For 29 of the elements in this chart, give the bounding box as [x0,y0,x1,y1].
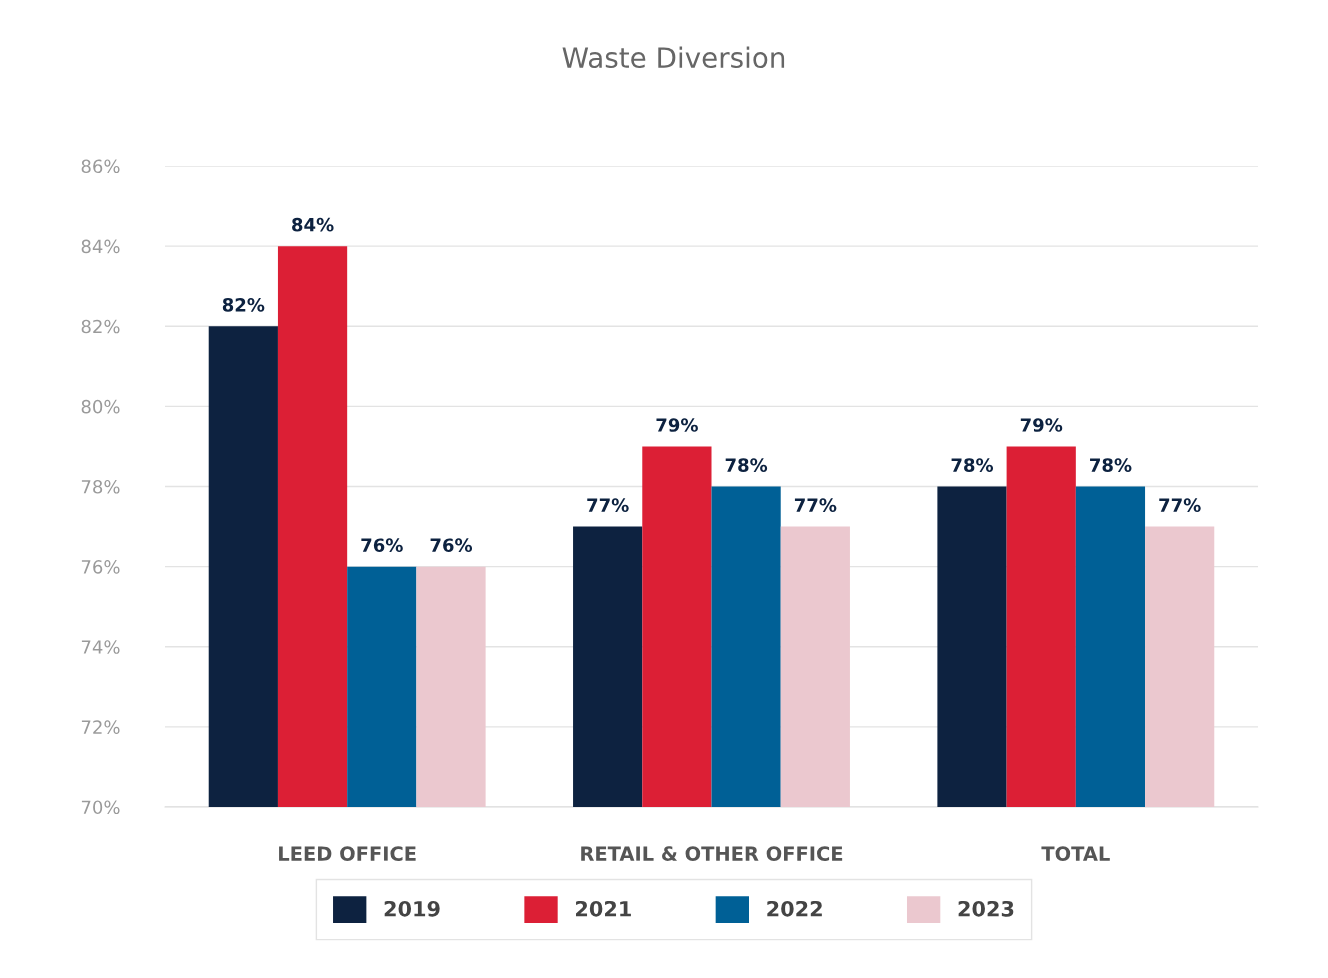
y-tick-label: 74% [81,640,120,654]
data-label: 76% [430,538,473,553]
y-tick-label: 70% [81,800,120,815]
data-label: 76% [361,538,403,553]
data-label: 82% [222,297,265,312]
data-label: 77% [794,498,837,512]
data-label: 77% [1159,498,1201,512]
x-tick-label: TOTAL [1041,846,1110,861]
data-label: 79% [1020,418,1063,432]
y-tick-label: 86% [81,159,120,174]
legend-label: 2019 [384,900,440,917]
data-label: 79% [656,418,698,432]
data-label: 77% [587,498,629,512]
data-label: 78% [1090,458,1132,472]
x-tick-label: RETAIL & OTHER OFFICE [581,846,843,861]
y-tick-label: 76% [81,560,120,574]
legend-label: 2021 [576,900,631,917]
chart-title: Waste Diversion [562,46,785,69]
y-tick-label: 84% [81,239,120,254]
data-label: 84% [292,217,334,232]
data-label: 78% [951,458,994,472]
y-tick-label: 80% [81,399,120,414]
x-tick-label: LEED OFFICE [279,846,416,861]
legend-label: 2023 [958,900,1014,917]
y-tick-label: 72% [81,720,120,734]
y-tick-label: 82% [81,319,120,334]
y-tick-label: 78% [81,479,120,494]
legend-label: 2022 [767,900,822,917]
data-label: 78% [725,458,768,472]
